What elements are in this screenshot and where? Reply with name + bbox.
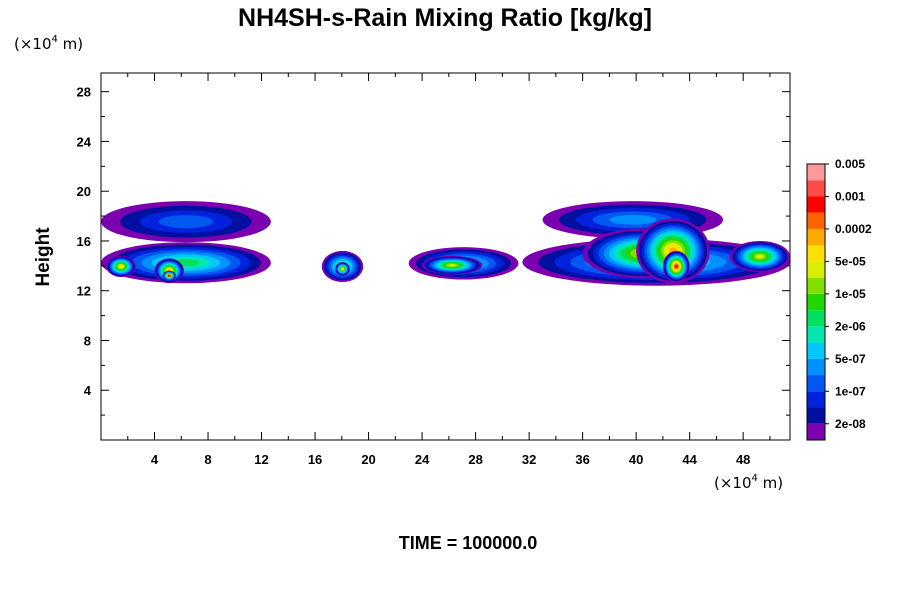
colorbar-swatch bbox=[807, 228, 825, 246]
field-contour-band bbox=[340, 267, 344, 271]
x-tick-label: 12 bbox=[254, 452, 268, 467]
colorbar-label: 1e-05 bbox=[835, 287, 866, 301]
plot-frame bbox=[100, 72, 791, 441]
x-tick-label: 28 bbox=[468, 452, 482, 467]
x-tick-label: 40 bbox=[629, 452, 643, 467]
x-axis-unit: (×104 m) bbox=[714, 473, 783, 492]
field-region bbox=[162, 270, 176, 281]
x-axis: 4 8 12 16 20 24 28 32 36 40 44 48 bbox=[127, 73, 771, 467]
colorbar-frame bbox=[806, 163, 826, 441]
colorbar-swatch bbox=[807, 375, 825, 392]
colorbar-label: 5e-05 bbox=[835, 254, 866, 268]
y-axis-label: Height bbox=[33, 227, 54, 287]
y-unit-prefix: (×10 bbox=[14, 35, 52, 53]
colorbar-label: 1e-07 bbox=[835, 384, 866, 398]
y-tick-label: 28 bbox=[77, 85, 91, 100]
colorbar-swatch bbox=[807, 326, 825, 343]
field-contour-band bbox=[167, 274, 171, 277]
y-axis-unit: (×104 m) bbox=[14, 34, 83, 53]
field-region bbox=[106, 255, 136, 278]
field-contour-band bbox=[158, 215, 213, 229]
x-unit-suffix: m) bbox=[758, 474, 783, 492]
field-contour-band bbox=[448, 264, 456, 267]
plot-area bbox=[101, 201, 790, 286]
y-tick-label: 12 bbox=[77, 284, 91, 299]
colorbar-swatch bbox=[807, 245, 825, 262]
x-tick-label: 24 bbox=[415, 452, 430, 467]
x-tick-label: 16 bbox=[308, 452, 322, 467]
x-tick-label: 32 bbox=[522, 452, 536, 467]
y-tick-label: 4 bbox=[84, 383, 92, 398]
x-tick-label: 44 bbox=[682, 452, 697, 467]
x-unit-exponent: 4 bbox=[752, 473, 758, 484]
y-tick-label: 8 bbox=[84, 333, 91, 348]
y-tick-label: 20 bbox=[77, 184, 91, 199]
colorbar-swatch bbox=[807, 196, 825, 213]
y-tick-label: 16 bbox=[77, 234, 91, 249]
field-region bbox=[662, 250, 690, 283]
field-region bbox=[422, 255, 483, 275]
colorbar-label: 5e-07 bbox=[835, 352, 866, 366]
y-unit-exponent: 4 bbox=[52, 34, 58, 45]
colorbar-swatch bbox=[807, 342, 825, 359]
colorbar-label: 2e-06 bbox=[835, 319, 866, 333]
field-region bbox=[101, 201, 271, 243]
colorbar-swatch bbox=[807, 261, 825, 278]
field-contour-band bbox=[119, 265, 123, 268]
colorbar-swatch bbox=[807, 164, 825, 181]
colorbar-label: 0.005 bbox=[835, 157, 865, 171]
y-unit-suffix: m) bbox=[58, 35, 83, 53]
colorbar-swatch bbox=[807, 423, 825, 440]
colorbar-swatch bbox=[807, 391, 825, 408]
time-label: TIME = 100000.0 bbox=[399, 533, 538, 553]
field-region bbox=[636, 218, 710, 284]
colorbar-swatch bbox=[807, 180, 825, 197]
colorbar-swatch bbox=[807, 293, 825, 311]
colorbar-label: 0.001 bbox=[835, 189, 865, 203]
colorbar-swatch bbox=[807, 407, 825, 424]
x-unit-prefix: (×10 bbox=[714, 474, 752, 492]
field-contour-band bbox=[674, 265, 678, 268]
colorbar-swatch bbox=[807, 358, 825, 376]
colorbar-swatch bbox=[807, 212, 825, 229]
field-contour-band bbox=[609, 214, 657, 225]
colorbar-label: 0.0002 bbox=[835, 222, 872, 236]
colorbar-swatch bbox=[807, 277, 825, 294]
chart-title: NH4SH-s-Rain Mixing Ratio [kg/kg] bbox=[238, 4, 652, 32]
y-axis: 4 8 12 16 20 24 28 bbox=[77, 85, 790, 416]
field-region bbox=[335, 262, 350, 276]
x-tick-label: 20 bbox=[361, 452, 375, 467]
field-region bbox=[101, 242, 271, 284]
colorbar: 2e-08 1e-07 5e-07 2e-06 1e-05 5e-05 0.0002 0.00… bbox=[806, 157, 872, 441]
field-contour-band bbox=[756, 254, 764, 259]
field-region bbox=[729, 240, 790, 273]
colorbar-swatch bbox=[807, 310, 825, 327]
y-tick-label: 24 bbox=[77, 134, 92, 149]
x-tick-label: 4 bbox=[151, 452, 159, 467]
x-tick-label: 8 bbox=[204, 452, 211, 467]
colorbar-label: 2e-08 bbox=[835, 417, 866, 431]
x-tick-label: 36 bbox=[575, 452, 589, 467]
x-tick-label: 48 bbox=[736, 452, 750, 467]
